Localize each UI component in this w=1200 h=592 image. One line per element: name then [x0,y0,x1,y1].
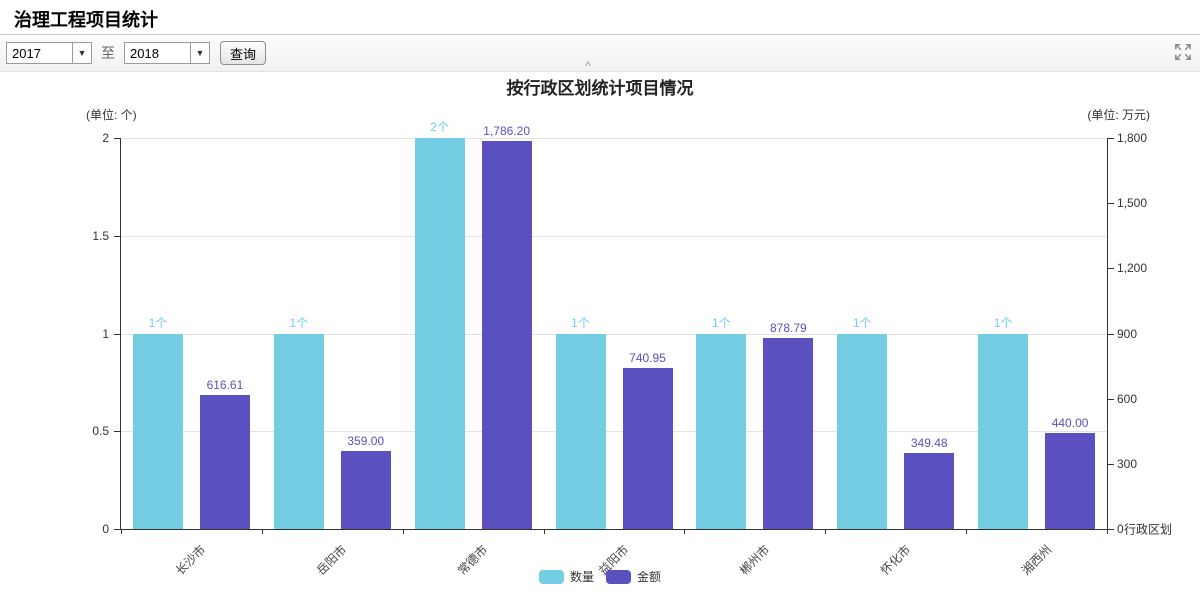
legend-item-count[interactable]: 数量 [538,568,594,585]
bar-value-label: 1个 [993,315,1013,330]
collapse-toolbar-icon[interactable]: ^ [585,59,591,73]
bar-value-label: 878.79 [769,321,807,336]
bar-value-label: 1,786.20 [483,124,530,138]
bar-value-label: 1个 [148,315,168,330]
legend: 数量 金额 [0,568,1200,585]
left-axis-tick [114,333,120,335]
query-button[interactable]: 查询 [220,41,267,65]
bar-value-label: 2个 [430,120,449,134]
right-axis-tick [1108,333,1114,335]
year-from-select[interactable]: 2017 ▼ [6,42,92,64]
left-axis-tick [114,138,120,139]
left-axis-tick [114,235,120,237]
bar-value-label: 1个 [289,315,309,330]
left-axis-tick-label: 1.5 [92,228,109,243]
x-axis-tick [1107,529,1108,534]
left-axis-tick-label: 0 [102,522,109,536]
legend-swatch [538,569,564,584]
chevron-down-icon[interactable]: ▼ [72,43,91,63]
x-axis-tick [261,529,263,534]
left-axis-tick [114,529,120,530]
gridline [121,431,1107,433]
bar-amount[interactable] [340,451,391,529]
bar-amount[interactable] [1045,433,1096,529]
bar-amount[interactable] [199,395,250,529]
x-axis-tick [121,529,122,534]
to-label: 至 [101,45,115,61]
right-axis-tick [1108,529,1114,530]
bar-amount[interactable] [481,141,532,529]
right-axis-tick [1108,138,1114,139]
right-axis-tick-label: 0 [1117,522,1124,536]
bar-count[interactable] [132,333,183,529]
bar-value-label: 740.95 [629,351,666,366]
plot-area: 0 0.5 1 1.5 2 0 300 600 900 1,200 1,500 1,800 行政区划 长沙… [92,120,1172,578]
bar-value-label: 1个 [712,315,731,330]
year-to-value: 2018 [130,46,159,61]
bar-count[interactable] [273,333,324,529]
legend-label: 金额 [637,570,662,584]
bar-value-label: 359.00 [347,434,385,449]
bar-count[interactable] [696,333,747,529]
right-axis-tick [1108,463,1114,465]
left-axis-tick [114,431,120,433]
chart-title: 按行政区划统计项目情况 [506,79,694,98]
bar-value-label: 1个 [852,315,872,330]
fullscreen-icon[interactable] [1173,42,1193,62]
right-axis-tick-label: 1,200 [1117,261,1148,276]
bar-value-label: 616.61 [206,378,244,393]
bar-amount[interactable] [622,368,673,529]
left-axis-unit-label: (单位: 个) [86,108,137,122]
page-title: 治理工程项目统计 [14,10,158,30]
page-header: 治理工程项目统计 [0,0,1200,34]
bar-value-label: 1个 [571,315,590,330]
right-axis-tick-label: 300 [1117,456,1138,471]
right-axis-tick [1108,398,1114,400]
legend-label: 数量 [569,570,594,584]
right-axis-tick-label: 600 [1117,391,1138,406]
legend-item-amount[interactable]: 金额 [606,568,661,585]
gridline [121,235,1107,237]
gridline [121,138,1107,139]
right-axis-tick-label: 1,500 [1117,196,1148,211]
year-to-select[interactable]: 2018 ▼ [124,42,210,64]
left-axis-tick-label: 1 [102,326,109,341]
left-axis-tick-label: 0.5 [92,424,109,439]
x-axis-tick [543,529,545,534]
right-axis-tick [1108,268,1114,270]
gridline [121,333,1107,335]
x-axis-tick [402,529,404,534]
x-axis-tick [684,529,686,534]
x-axis-name: 行政区划 [1124,522,1173,537]
bar-value-label: 349.48 [910,436,948,451]
chevron-down-icon[interactable]: ▼ [190,43,209,63]
x-axis-tick [966,529,968,534]
toolbar: 2017 ▼ 至 2018 ▼ 查询 ^ [0,34,1200,72]
year-from-value: 2017 [12,46,41,61]
bar-count[interactable] [837,333,888,529]
bar-count[interactable] [414,138,465,529]
right-axis-tick-label: 900 [1117,326,1138,341]
right-axis-unit-label: (单位: 万元) [1087,108,1150,122]
bar-value-label: 440.00 [1051,416,1089,431]
left-axis-tick-label: 2 [102,131,109,145]
bar-amount[interactable] [763,338,814,529]
right-axis-tick [1108,203,1114,205]
legend-swatch [606,569,631,584]
bar-amount[interactable] [904,453,955,529]
bar-count[interactable] [978,333,1029,529]
bar-count[interactable] [555,333,606,529]
x-axis-tick [825,529,827,534]
right-axis-tick-label: 1,800 [1117,131,1148,145]
